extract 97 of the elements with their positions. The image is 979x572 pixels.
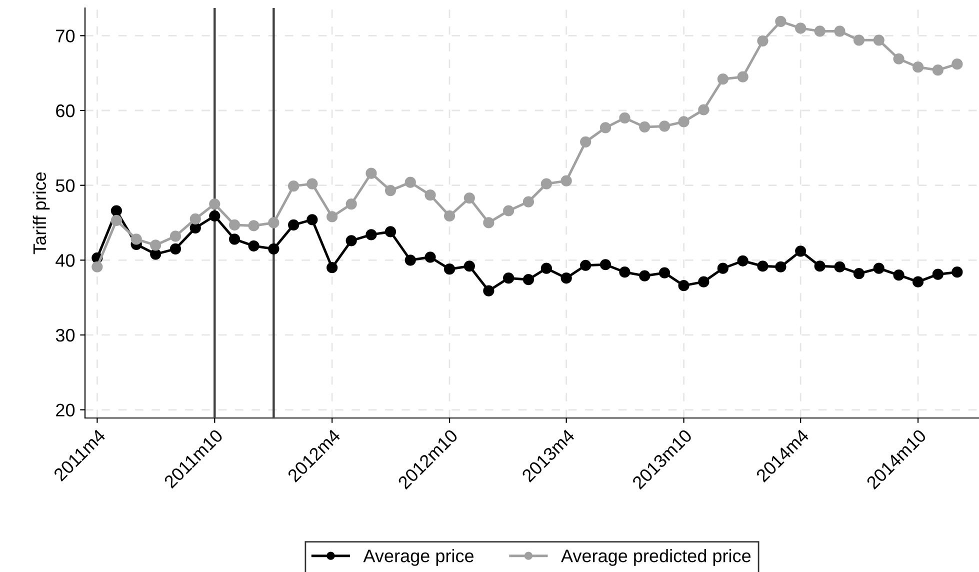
point (834, 26, 846, 37)
point (814, 260, 826, 272)
point (209, 198, 220, 210)
point (717, 74, 728, 85)
point (757, 35, 768, 46)
point (326, 211, 338, 222)
point (170, 243, 182, 254)
point (873, 262, 884, 274)
point (464, 192, 475, 204)
point (600, 122, 612, 134)
point (698, 104, 710, 116)
point (190, 222, 201, 234)
point (698, 276, 710, 288)
y-tick-label: 40 (56, 254, 75, 267)
point (288, 180, 300, 192)
point (893, 270, 904, 281)
point (464, 260, 475, 272)
point (288, 219, 300, 231)
point (503, 205, 514, 216)
point (834, 261, 846, 272)
point (522, 196, 534, 208)
point (639, 121, 650, 133)
point (209, 210, 220, 222)
point (110, 214, 122, 226)
point (619, 112, 630, 124)
point (346, 198, 357, 210)
y-tick-label: 60 (56, 104, 75, 118)
point (952, 266, 963, 278)
point (228, 234, 240, 245)
y-tick-label: 30 (56, 328, 75, 342)
point (110, 205, 122, 216)
point (560, 175, 572, 186)
point (306, 178, 318, 190)
point (952, 58, 963, 70)
point (737, 71, 748, 82)
point (873, 34, 884, 46)
point (619, 266, 630, 278)
point (795, 22, 806, 34)
point (268, 243, 280, 254)
point (717, 262, 728, 274)
point (130, 234, 142, 245)
y-tick-label: 70 (56, 30, 75, 42)
point (384, 226, 396, 238)
point (658, 267, 670, 278)
point (346, 235, 357, 246)
point (190, 213, 201, 225)
point (522, 274, 534, 286)
point (248, 220, 260, 232)
legend-label: Average predicted price (561, 549, 751, 566)
point (912, 276, 924, 288)
point (170, 230, 182, 242)
point (580, 136, 592, 148)
point (757, 260, 768, 272)
point (853, 34, 865, 46)
point (404, 254, 416, 266)
point (366, 168, 377, 179)
point (932, 268, 944, 280)
point (248, 240, 260, 252)
y-tick-label: 20 (56, 404, 75, 416)
point (893, 53, 904, 64)
point (424, 252, 436, 263)
point (678, 116, 690, 128)
point (775, 16, 786, 28)
point (600, 259, 612, 270)
point (150, 248, 162, 260)
point (268, 217, 280, 228)
point (658, 120, 670, 132)
point (483, 217, 494, 228)
point (483, 285, 494, 296)
point (853, 268, 865, 280)
point (540, 262, 552, 274)
point (932, 64, 944, 76)
point (384, 185, 396, 196)
point (404, 176, 416, 188)
point (444, 210, 456, 222)
point (814, 26, 826, 37)
point (366, 229, 377, 240)
point (912, 62, 924, 73)
point (326, 262, 338, 274)
point (540, 178, 552, 190)
point (306, 214, 318, 226)
point (560, 272, 572, 284)
point (228, 219, 240, 231)
point (503, 272, 514, 284)
y-tick-label: 50 (56, 179, 75, 192)
legend-label: Average price (363, 549, 474, 566)
point (150, 240, 162, 251)
point (795, 246, 806, 257)
point (92, 261, 103, 272)
point (424, 189, 436, 201)
point (737, 255, 748, 266)
point (580, 260, 592, 271)
point (639, 270, 650, 282)
point (678, 280, 690, 292)
y-axis-title: Tariff price (32, 172, 50, 254)
point (444, 264, 456, 275)
point (775, 261, 786, 272)
